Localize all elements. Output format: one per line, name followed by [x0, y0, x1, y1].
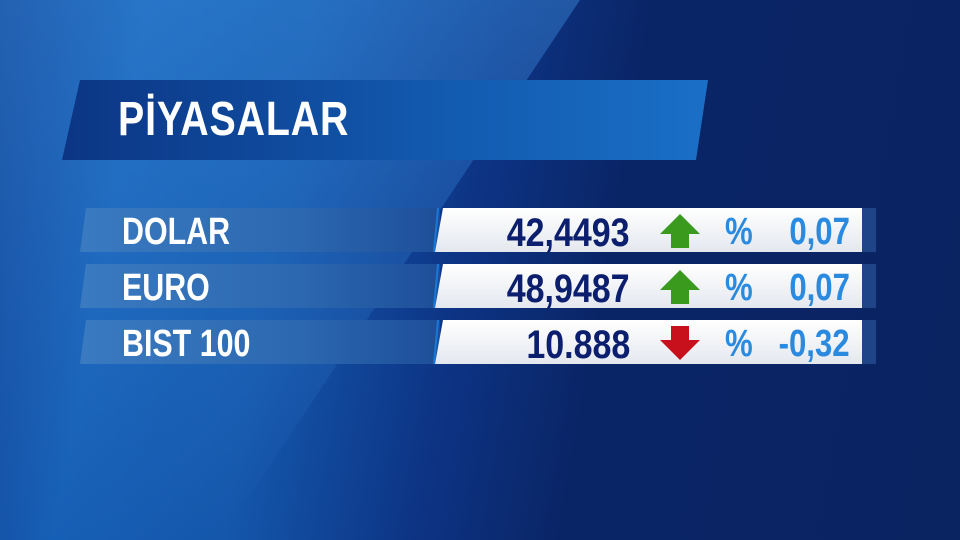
- row-edge: [433, 264, 439, 308]
- percent-sign: %: [725, 267, 753, 309]
- row-label-bg: [80, 208, 440, 252]
- arrow-up-icon: [660, 270, 700, 304]
- row-label: DOLAR: [122, 211, 231, 253]
- row-edge: [433, 320, 439, 364]
- title-bar: [62, 80, 708, 160]
- market-row-dolar: DOLAR 42,4493 % 0,07: [80, 208, 876, 255]
- row-label: BIST 100: [122, 323, 251, 365]
- row-value: 10.888: [526, 323, 630, 367]
- row-change: -0,32: [778, 323, 850, 365]
- row-value-bg: [435, 264, 862, 308]
- row-value-bg: [435, 320, 862, 364]
- page-title: PİYASALAR: [118, 93, 350, 146]
- row-edge: [433, 208, 439, 252]
- percent-sign: %: [725, 211, 753, 253]
- row-change: 0,07: [789, 211, 850, 253]
- row-stripe: [862, 208, 876, 252]
- row-label-bg: [80, 320, 440, 364]
- row-label: EURO: [122, 267, 210, 309]
- market-row-bist100: BIST 100 10.888 % -0,32: [80, 320, 876, 367]
- row-value: 42,4493: [507, 211, 630, 255]
- row-stripe: [862, 264, 876, 308]
- row-label-bg: [80, 264, 440, 308]
- row-stripe: [862, 320, 876, 364]
- market-row-euro: EURO 48,9487 % 0,07: [80, 264, 876, 311]
- row-change: 0,07: [789, 267, 850, 309]
- arrow-up-icon: [660, 214, 700, 248]
- percent-sign: %: [725, 323, 753, 365]
- row-value-bg: [435, 208, 862, 252]
- arrow-down-icon: [660, 326, 700, 360]
- row-value: 48,9487: [507, 267, 630, 311]
